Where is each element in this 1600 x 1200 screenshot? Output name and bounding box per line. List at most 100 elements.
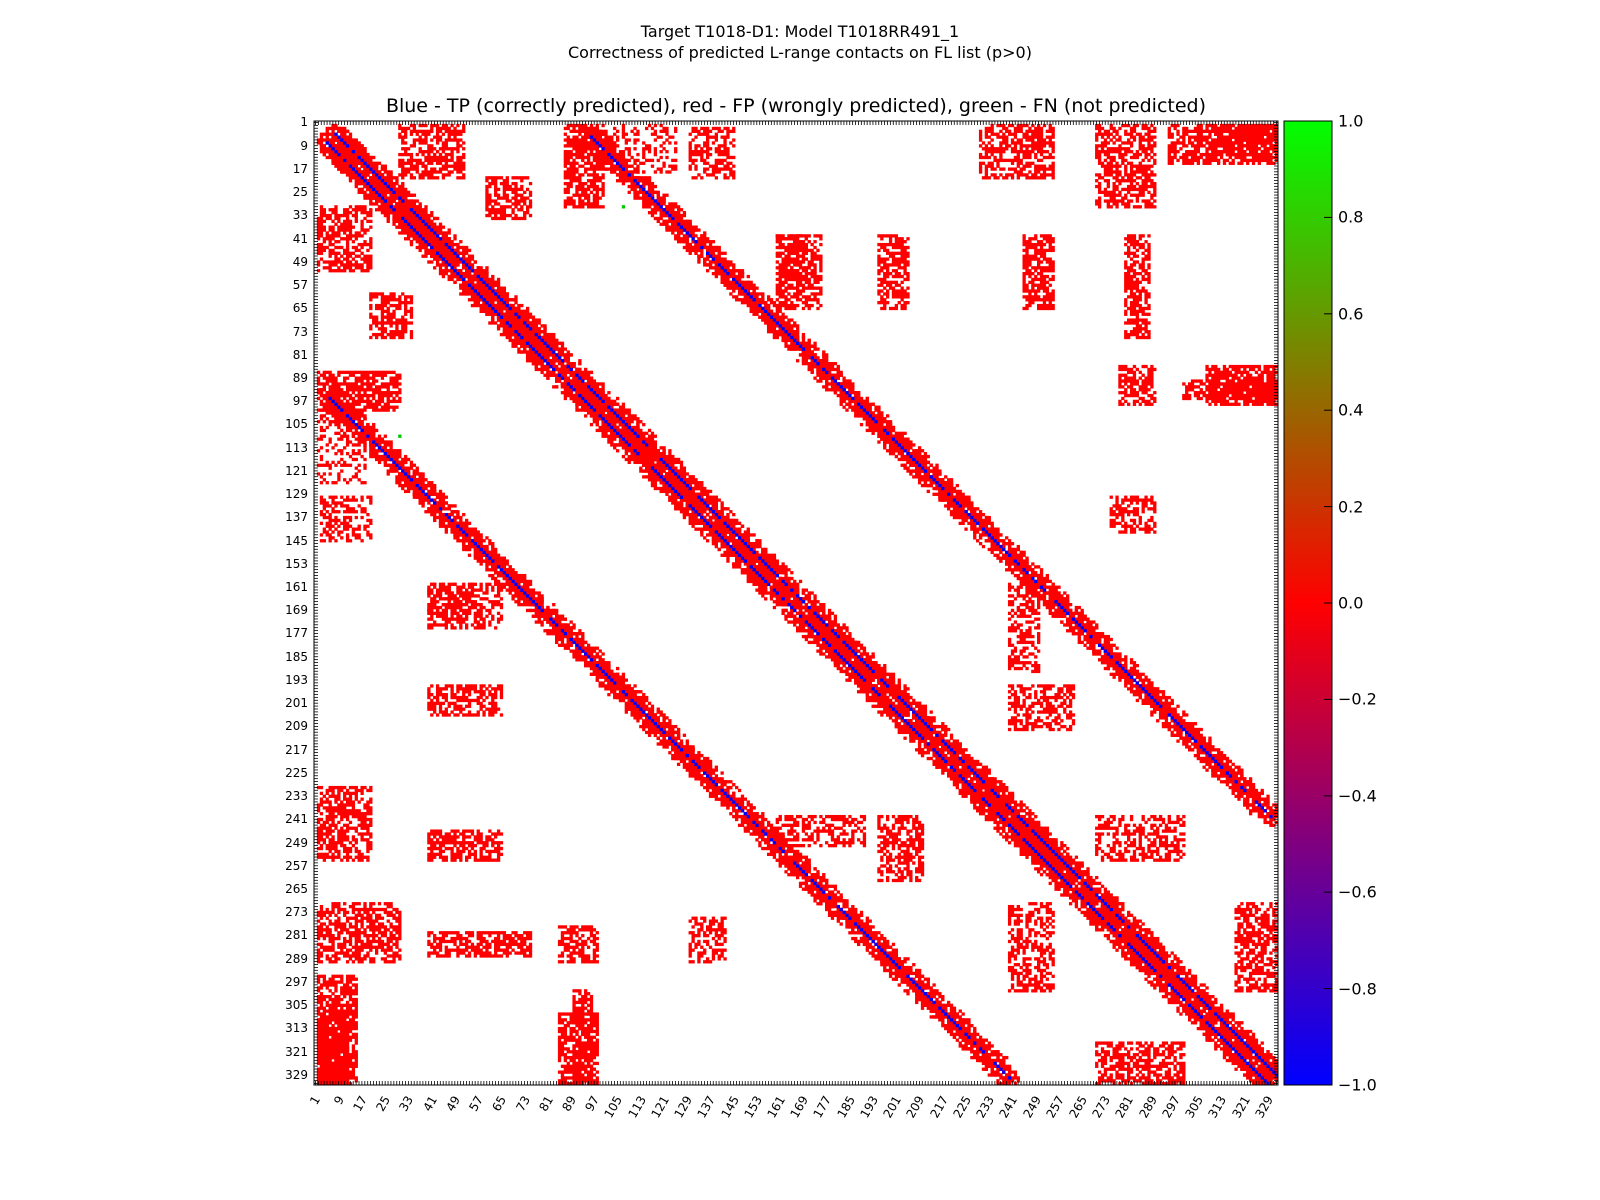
fp-contact (319, 838, 324, 842)
fp-contact (348, 855, 353, 859)
fp-contact (357, 957, 361, 961)
fp-contact (456, 161, 460, 165)
fp-contact (322, 974, 327, 978)
fp-contact (1132, 138, 1137, 142)
fp-contact (1097, 176, 1102, 180)
fp-contact (357, 948, 361, 952)
fp-contact (1022, 266, 1026, 270)
fp-contact (334, 983, 338, 987)
fp-contact (1097, 205, 1102, 209)
fp-contact (462, 147, 466, 151)
fp-contact (1051, 269, 1055, 273)
fp-contact (354, 1024, 358, 1028)
fp-contact (572, 135, 576, 139)
fp-contact (345, 463, 350, 467)
fp-contact (688, 158, 692, 163)
fp-contact (1272, 147, 1276, 151)
fp-contact (401, 147, 405, 151)
fp-contact (383, 303, 387, 308)
fp-contact (488, 199, 492, 203)
fp-contact (427, 129, 431, 134)
fp-contact (456, 620, 460, 624)
fp-contact (389, 954, 393, 958)
fp-contact (790, 242, 794, 247)
fp-contact (987, 161, 991, 165)
fp-contact (883, 248, 887, 253)
fp-contact (354, 838, 358, 842)
fp-contact (348, 385, 353, 389)
fp-contact (404, 301, 408, 305)
fp-contact (331, 460, 335, 465)
fp-contact (1109, 199, 1113, 203)
fp-contact (900, 286, 904, 290)
fp-contact (1135, 199, 1140, 203)
fp-contact (1266, 161, 1270, 165)
fp-contact (496, 687, 501, 691)
fp-contact (1150, 181, 1154, 186)
fp-contact (1263, 150, 1267, 154)
fp-contact (711, 170, 716, 174)
fp-contact (316, 826, 321, 830)
fp-contact (1176, 123, 1180, 128)
fp-contact (334, 994, 338, 999)
fp-contact (705, 173, 710, 177)
fp-contact (337, 1079, 341, 1083)
fp-contact (479, 588, 483, 592)
fp-contact (316, 472, 321, 476)
fp-contact (360, 245, 364, 250)
fp-contact (351, 370, 356, 375)
fp-contact (729, 141, 733, 145)
fp-contact (441, 155, 446, 160)
fp-contact (1051, 126, 1055, 131)
fp-contact (319, 1067, 324, 1071)
fp-contact (485, 176, 489, 180)
fp-contact (438, 585, 443, 589)
fp-contact (1185, 152, 1189, 157)
fp-contact (334, 957, 338, 961)
fp-contact (430, 626, 434, 630)
fp-contact (900, 280, 904, 284)
fp-contact (345, 823, 350, 827)
fp-contact (334, 222, 338, 226)
fp-contact (1005, 176, 1009, 180)
fp-contact (351, 507, 356, 511)
fp-contact (807, 283, 811, 287)
fp-contact (334, 1038, 338, 1042)
fp-contact (343, 263, 347, 267)
fp-contact (395, 318, 399, 322)
fp-contact (331, 948, 335, 952)
fp-contact (499, 181, 504, 186)
fp-contact (601, 181, 605, 186)
fp-contact (366, 934, 370, 938)
fp-contact (1048, 135, 1052, 139)
fp-contact (345, 835, 350, 839)
fp-contact (363, 254, 367, 258)
fp-contact (348, 977, 353, 981)
fp-contact (360, 510, 364, 514)
fp-contact (316, 977, 321, 981)
fp-contact (334, 1035, 338, 1039)
fp-contact (418, 158, 422, 163)
fp-contact (331, 846, 335, 851)
fp-contact (1037, 271, 1041, 276)
fp-contact (464, 687, 469, 691)
fp-contact (316, 388, 321, 392)
fp-contact (1042, 234, 1047, 238)
fp-contact (392, 907, 396, 912)
fp-contact (354, 245, 358, 250)
fp-contact (528, 199, 533, 203)
fp-contact (319, 913, 324, 917)
fp-contact (421, 152, 425, 157)
fp-contact (1214, 155, 1218, 160)
fp-contact (1034, 170, 1038, 174)
fp-contact (406, 161, 411, 165)
fp-contact (563, 138, 568, 142)
fp-contact (386, 315, 390, 319)
fp-contact (781, 301, 785, 305)
fp-contact (427, 152, 431, 157)
fp-contact (398, 399, 402, 404)
fp-contact (363, 481, 367, 485)
fp-contact (877, 254, 881, 258)
fp-contact (453, 626, 457, 630)
fp-contact (331, 420, 335, 424)
